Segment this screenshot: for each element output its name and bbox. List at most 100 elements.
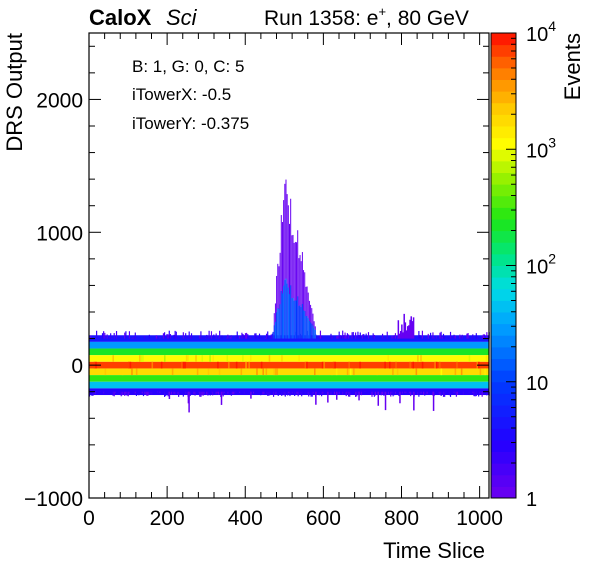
heatmap-cell bbox=[171, 368, 174, 376]
heatmap-cell bbox=[217, 391, 220, 395]
heatmap-cell bbox=[454, 368, 457, 376]
heatmap-cell bbox=[167, 334, 169, 339]
heatmap-cell bbox=[418, 391, 420, 397]
heatmap-cell bbox=[244, 391, 247, 393]
heatmap-cell bbox=[331, 368, 333, 376]
heatmap-cell bbox=[243, 391, 245, 394]
z-tick-label: 102 bbox=[526, 251, 556, 279]
heatmap-cell bbox=[403, 313, 405, 339]
heatmap-cell bbox=[256, 391, 258, 394]
pulse-spike bbox=[278, 266, 280, 339]
heatmap-cell bbox=[244, 333, 247, 339]
heatmap-cell bbox=[481, 335, 483, 339]
pulse-spike bbox=[287, 205, 289, 339]
pulse-core bbox=[297, 296, 299, 339]
heatmap-cell bbox=[236, 391, 238, 394]
heatmap-cell bbox=[427, 333, 429, 339]
heatmap-cell bbox=[176, 391, 179, 395]
heatmap-cell bbox=[146, 391, 148, 396]
heatmap-cell bbox=[135, 368, 138, 376]
heatmap-cell bbox=[148, 391, 150, 395]
heatmap-cell bbox=[197, 391, 200, 393]
heatmap-cell bbox=[184, 361, 186, 369]
heatmap-cell bbox=[393, 335, 395, 339]
pulse-spike bbox=[307, 292, 309, 339]
heatmap-cell bbox=[412, 361, 414, 369]
heatmap-cell bbox=[229, 337, 231, 339]
heatmap-cell bbox=[402, 332, 404, 339]
heatmap-cell bbox=[419, 335, 421, 339]
heatmap-cell bbox=[112, 391, 114, 396]
heatmap-cell bbox=[174, 391, 176, 395]
pulse-spike bbox=[303, 270, 305, 339]
colorbar-level bbox=[491, 114, 516, 127]
heatmap-cell bbox=[333, 391, 336, 395]
heatmap-cell bbox=[168, 391, 171, 400]
heatmap-cell bbox=[144, 335, 146, 339]
heatmap-cell bbox=[404, 322, 407, 339]
heatmap-cell bbox=[250, 337, 252, 339]
heatmap-cell bbox=[461, 334, 463, 339]
heatmap-cell bbox=[405, 391, 407, 394]
pulse-core bbox=[307, 318, 309, 339]
heatmap-cell bbox=[209, 391, 211, 396]
heatmap-cell bbox=[200, 391, 202, 397]
heatmap-cell bbox=[256, 368, 258, 376]
heatmap-cell bbox=[133, 336, 135, 339]
heatmap-cell bbox=[338, 391, 340, 394]
heatmap-cell bbox=[356, 391, 358, 397]
pulse-spike bbox=[300, 261, 302, 339]
heatmap-cell bbox=[110, 333, 112, 339]
heatmap-cell bbox=[194, 391, 196, 396]
heatmap-cell bbox=[226, 355, 229, 362]
heatmap-cell bbox=[91, 391, 93, 396]
heatmap-cell bbox=[202, 337, 204, 339]
heatmap-cell bbox=[478, 391, 480, 397]
heatmap-cell bbox=[272, 391, 275, 397]
heatmap-cell bbox=[134, 332, 136, 339]
heatmap-cell bbox=[323, 361, 325, 369]
heatmap-cell bbox=[280, 391, 282, 393]
heatmap-cell bbox=[226, 337, 228, 339]
plot-frame bbox=[88, 32, 490, 499]
z-tick-base: 10 bbox=[526, 140, 548, 162]
heatmap-band bbox=[89, 361, 489, 369]
heatmap-cell bbox=[235, 361, 238, 369]
heatmap-cell bbox=[482, 334, 484, 339]
heatmap-cell bbox=[444, 391, 446, 397]
heatmap-cell bbox=[462, 391, 464, 395]
heatmap-cell bbox=[199, 335, 201, 339]
heatmap-cell bbox=[335, 391, 338, 400]
heatmap-cell bbox=[394, 333, 397, 339]
heatmap-band bbox=[89, 355, 489, 362]
heatmap-cell bbox=[265, 391, 268, 395]
pulse-core bbox=[273, 325, 275, 339]
heatmap-cell bbox=[267, 331, 269, 339]
heatmap-cell bbox=[304, 391, 306, 393]
heatmap-cell bbox=[380, 391, 382, 396]
heatmap-cell bbox=[94, 391, 97, 395]
heatmap-cell bbox=[456, 391, 459, 395]
heatmap-band bbox=[89, 368, 489, 376]
heatmap-cell bbox=[367, 332, 370, 339]
heatmap-cell bbox=[297, 391, 299, 397]
colorbar-level bbox=[491, 381, 516, 394]
heatmap-cell bbox=[481, 391, 483, 397]
heatmap-cell bbox=[373, 334, 375, 339]
heatmap-cell bbox=[362, 391, 364, 395]
heatmap-cell bbox=[399, 330, 402, 339]
heatmap-cell bbox=[432, 391, 435, 411]
colorbar-level bbox=[491, 312, 516, 325]
pulse-spike bbox=[294, 241, 296, 339]
heatmap-cell bbox=[277, 391, 279, 396]
colorbar-level bbox=[491, 428, 516, 441]
heatmap-cell bbox=[199, 391, 201, 397]
heatmap-cell bbox=[223, 391, 225, 393]
heatmap-cell bbox=[106, 334, 108, 339]
heatmap-cell bbox=[182, 332, 184, 339]
heatmap-cell bbox=[118, 391, 120, 393]
pulse-core bbox=[285, 278, 287, 339]
heatmap-cell bbox=[467, 333, 469, 339]
heatmap-cell bbox=[189, 336, 191, 339]
colorbar-level bbox=[491, 207, 516, 220]
